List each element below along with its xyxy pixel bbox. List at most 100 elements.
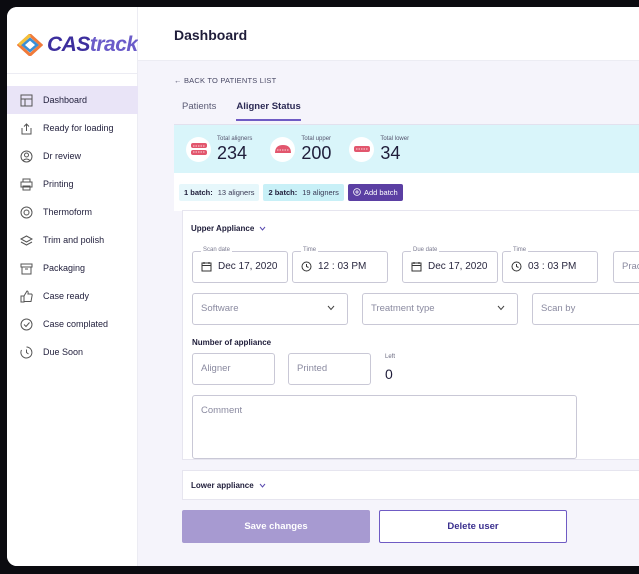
sidebar-item-case-ready[interactable]: Case ready	[7, 282, 138, 310]
comment-placeholder: Comment	[201, 405, 243, 416]
stat-label: Total upper	[301, 136, 332, 142]
thumbs-up-icon	[20, 289, 33, 303]
layers-icon	[20, 234, 33, 247]
software-select[interactable]: Software	[192, 293, 348, 325]
field-legend: Scan date	[201, 247, 233, 253]
sidebar-nav: Dashboard Ready for loading Dr review Pr…	[7, 86, 138, 366]
aligner-placeholder: Aligner	[201, 363, 231, 374]
add-batch-label: Add batch	[363, 187, 398, 197]
main-content: Dashboard ← BACK TO PATIENTS LIST Patien…	[138, 7, 639, 566]
upper-aligner-icon	[270, 136, 296, 162]
section-title: Upper Appliance	[191, 224, 255, 233]
sidebar-item-thermoform[interactable]: Thermoform	[7, 198, 138, 226]
sidebar-item-label: Dr review	[43, 151, 82, 161]
app-window: CAStrack Dashboard Ready for loading Dr …	[7, 7, 639, 566]
top-bar: Dashboard	[138, 7, 639, 61]
thermoform-icon	[20, 206, 33, 219]
sidebar-item-dr-review[interactable]: Dr review	[7, 142, 138, 170]
chevron-down-icon	[327, 305, 335, 311]
sidebar-item-label: Trim and polish	[43, 235, 105, 245]
practitioner-placeholder: Prac	[622, 261, 639, 272]
brand-logo-icon	[17, 34, 43, 56]
upload-icon	[20, 122, 33, 135]
aligner-icon	[186, 136, 211, 162]
treatment-type-select[interactable]: Treatment type	[362, 293, 518, 325]
sidebar-item-label: Case ready	[43, 291, 90, 301]
batch-bar: 1 batch: 13 aligners 2 batch: 19 aligners …	[174, 173, 639, 211]
scan-by-select[interactable]: Scan by	[532, 293, 639, 325]
due-time-field[interactable]: Time 03 : 03 PM	[502, 247, 598, 283]
comment-textarea[interactable]: Comment	[192, 395, 577, 459]
upper-appliance-section: Upper Appliance Scan date Dec 17, 2020 T…	[182, 210, 639, 460]
batch-chip-2[interactable]: 2 batch: 19 aligners	[263, 183, 344, 201]
scan-time-field[interactable]: Time 12 : 03 PM	[292, 247, 388, 283]
field-legend: Due date	[411, 247, 440, 253]
stat-value: 34	[380, 143, 401, 163]
plus-circle-icon	[353, 188, 361, 196]
sidebar-divider	[7, 73, 138, 74]
sidebar-item-case-complated[interactable]: Case complated	[7, 310, 138, 338]
tabs-divider	[174, 124, 639, 125]
sidebar-item-label: Ready for loading	[43, 123, 114, 133]
batch-chip-1[interactable]: 1 batch: 13 aligners	[179, 183, 260, 201]
software-placeholder: Software	[201, 303, 239, 314]
stat-total-lower: Total lower 34	[349, 136, 409, 162]
stat-value: 234	[217, 143, 248, 163]
printed-placeholder: Printed	[297, 363, 328, 374]
treatment-type-placeholder: Treatment type	[371, 303, 435, 314]
tab-bar: Patients Aligner Status	[182, 101, 301, 121]
aligner-input[interactable]: Aligner	[192, 353, 275, 385]
clock-icon	[301, 261, 312, 272]
sidebar-item-due-soon[interactable]: Due Soon	[7, 338, 138, 366]
stat-value: 200	[301, 143, 332, 163]
save-changes-button[interactable]: Save changes	[182, 510, 370, 543]
brand-name: CAStrack	[47, 33, 138, 57]
upper-appliance-toggle[interactable]: Upper Appliance	[191, 224, 266, 233]
brand-logo[interactable]: CAStrack	[17, 33, 138, 57]
sidebar-item-ready-for-loading[interactable]: Ready for loading	[7, 114, 138, 142]
field-legend: Time	[511, 247, 529, 253]
sidebar-item-trim-and-polish[interactable]: Trim and polish	[7, 226, 138, 254]
scan-date-field[interactable]: Scan date Dec 17, 2020	[192, 247, 288, 283]
practitioner-field[interactable]: Prac	[613, 251, 639, 283]
check-circle-icon	[20, 318, 33, 331]
batch-name: 1 batch:	[184, 187, 213, 197]
clock-icon	[511, 261, 522, 272]
due-time-value: 03 : 03 PM	[528, 261, 577, 272]
batch-count: 13 aligners	[217, 187, 255, 197]
sidebar-item-packaging[interactable]: Packaging	[7, 254, 138, 282]
sidebar: CAStrack Dashboard Ready for loading Dr …	[7, 7, 138, 566]
tab-patients[interactable]: Patients	[182, 101, 217, 112]
package-icon	[20, 262, 33, 275]
due-date-field[interactable]: Due date Dec 17, 2020	[402, 247, 498, 283]
batch-count: 19 aligners	[302, 187, 339, 197]
sidebar-item-printing[interactable]: Printing	[7, 170, 138, 198]
back-to-patients-link[interactable]: ← BACK TO PATIENTS LIST	[174, 76, 277, 85]
delete-user-button[interactable]: Delete user	[379, 510, 567, 543]
stat-label: Total aligners	[217, 136, 253, 142]
add-batch-button[interactable]: Add batch	[347, 183, 403, 201]
sidebar-item-label: Due Soon	[43, 347, 84, 357]
left-value: 0	[385, 366, 393, 382]
sidebar-item-label: Thermoform	[43, 207, 93, 217]
chevron-down-icon	[259, 226, 266, 231]
scan-date-value: Dec 17, 2020	[218, 261, 278, 272]
printer-icon	[20, 178, 33, 191]
dashboard-icon	[20, 94, 33, 107]
lower-aligner-icon	[349, 136, 375, 162]
scan-time-value: 12 : 03 PM	[318, 261, 367, 272]
calendar-icon	[411, 262, 422, 272]
batch-name: 2 batch:	[268, 187, 298, 197]
lower-appliance-toggle[interactable]: Lower appliance	[191, 481, 266, 490]
tab-aligner-status[interactable]: Aligner Status	[236, 101, 301, 121]
calendar-icon	[201, 262, 212, 272]
printed-input[interactable]: Printed	[288, 353, 371, 385]
sidebar-item-dashboard[interactable]: Dashboard	[7, 86, 138, 114]
due-date-value: Dec 17, 2020	[428, 261, 488, 272]
sidebar-item-label: Printing	[43, 179, 74, 189]
page-title: Dashboard	[174, 27, 248, 43]
stat-total-aligners: Total aligners 234	[186, 136, 252, 162]
chevron-down-icon	[497, 305, 505, 311]
lower-appliance-section: Lower appliance	[182, 470, 639, 500]
sidebar-item-label: Packaging	[43, 263, 86, 273]
